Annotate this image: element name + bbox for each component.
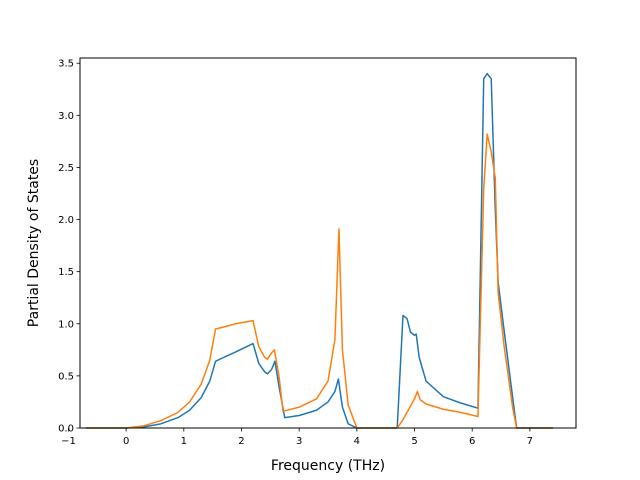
y-tick-label: 1.0 [58, 319, 74, 330]
x-tick-label: 2 [238, 436, 244, 447]
y-tick-label: 1.5 [58, 267, 74, 278]
series-line-1 [85, 72, 553, 429]
y-tick-label: 2.5 [58, 163, 74, 174]
y-axis-ticks: 0.0 0.5 1.0 1.5 2.0 2.5 3.0 3.5 [58, 59, 80, 435]
x-tick-label: 4 [354, 436, 360, 447]
x-axis-ticks: −1 0 1 2 3 4 5 6 7 [61, 428, 533, 447]
y-tick-label: 2.0 [58, 215, 74, 226]
y-tick-label: 3.5 [58, 59, 74, 70]
plot-frame [79, 57, 577, 429]
x-tick-label: 5 [411, 436, 417, 447]
series-layer [85, 72, 553, 429]
y-tick-label: 0.0 [58, 424, 74, 435]
x-tick-label: 7 [527, 436, 533, 447]
x-tick-label: −1 [61, 436, 76, 447]
y-tick-label: 3.0 [58, 111, 74, 122]
y-tick-label: 0.5 [58, 371, 74, 382]
x-tick-label: 6 [469, 436, 475, 447]
x-tick-label: 3 [296, 436, 302, 447]
y-axis-label: Partial Density of States [26, 159, 42, 327]
plot-background [80, 58, 576, 428]
series-line-2 [85, 133, 553, 429]
x-tick-label: 1 [181, 436, 187, 447]
x-axis-label: Frequency (THz) [271, 458, 385, 474]
x-tick-label: 0 [123, 436, 129, 447]
